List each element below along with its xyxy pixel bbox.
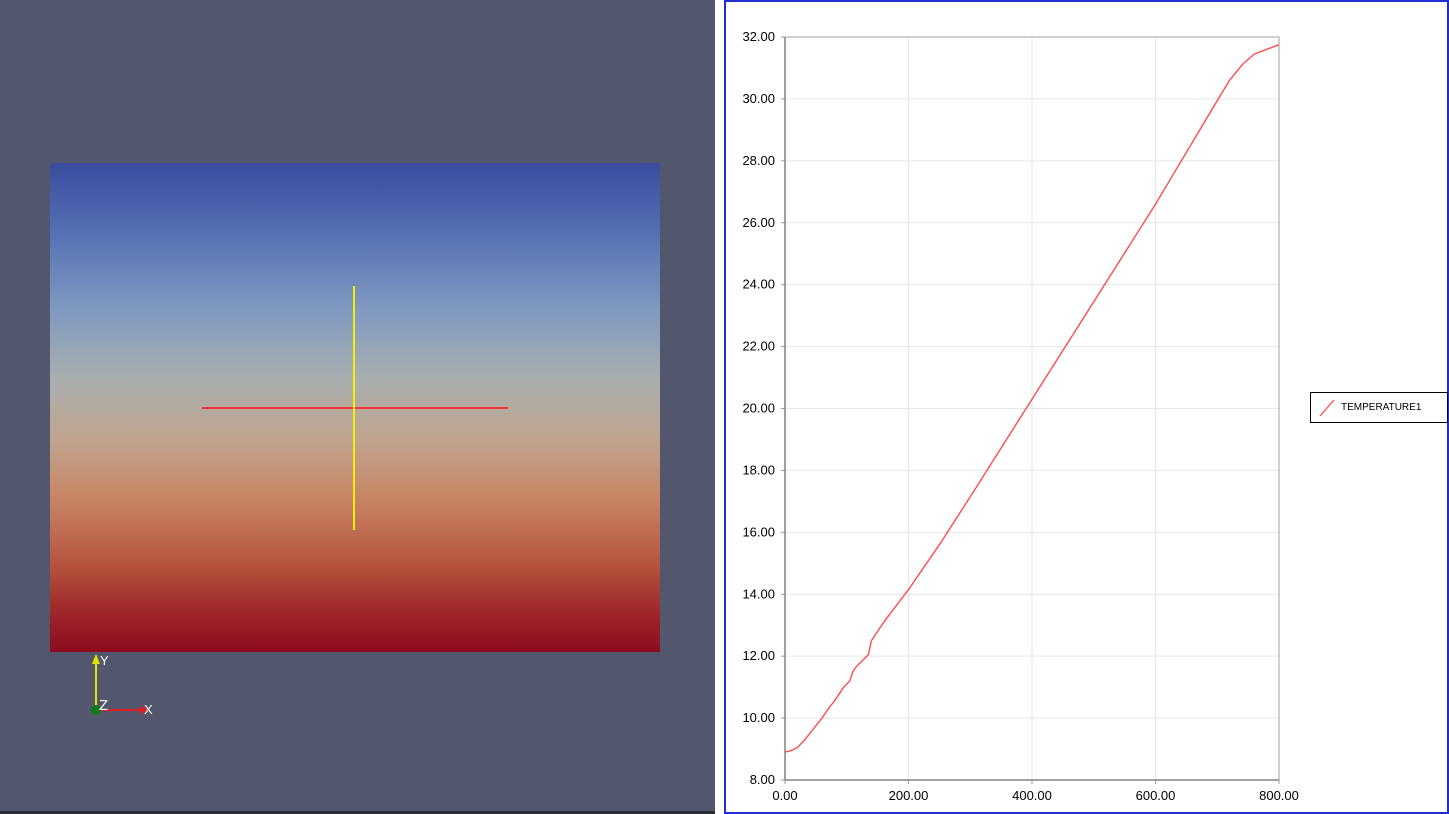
line-chart-view[interactable]: 8.00 10.00 12.00 14.00 16.00 18.00 20.00 22.00 2… — [724, 0, 1449, 814]
y-axis-ticks: 8.00 10.00 12.00 14.00 16.00 18.00 20.00 22.00 2… — [742, 29, 785, 787]
y-tick-label: 12.00 — [742, 648, 775, 663]
axis-label-x: X — [144, 702, 153, 717]
y-tick-label: 24.00 — [742, 277, 775, 292]
probe-line-vertical — [353, 286, 355, 530]
x-axis-ticks: 0.00 200.00 400.00 600.00 800.00 — [772, 780, 1299, 803]
render-view[interactable]: Y Z X — [0, 0, 715, 814]
axis-label-y: Y — [100, 653, 109, 668]
y-tick-label: 32.00 — [742, 29, 775, 44]
y-tick-label: 30.00 — [742, 91, 775, 106]
series-line-temperature1 — [784, 44, 1280, 753]
y-tick-label: 16.00 — [742, 524, 775, 539]
orientation-axes: Y Z X — [91, 653, 153, 717]
y-tick-label: 28.00 — [742, 153, 775, 168]
x-tick-label: 0.00 — [772, 788, 797, 803]
line-chart[interactable]: 8.00 10.00 12.00 14.00 16.00 18.00 20.00 22.00 2… — [726, 2, 1447, 812]
chart-legend[interactable]: TEMPERATURE1 — [1310, 392, 1448, 423]
x-tick-label: 800.00 — [1259, 788, 1299, 803]
y-tick-label: 20.00 — [742, 401, 775, 416]
y-tick-label: 8.00 — [750, 772, 775, 787]
chart-series — [784, 44, 1280, 753]
status-strip — [0, 811, 715, 814]
y-tick-label: 26.00 — [742, 215, 775, 230]
probe-line-horizontal[interactable] — [202, 407, 508, 409]
axis-label-z: Z — [99, 697, 108, 714]
y-tick-label: 10.00 — [742, 710, 775, 725]
x-tick-label: 200.00 — [889, 788, 929, 803]
x-tick-label: 400.00 — [1012, 788, 1052, 803]
view-splitter[interactable] — [715, 0, 724, 814]
y-tick-label: 18.00 — [742, 462, 775, 477]
legend-label-temperature1: TEMPERATURE1 — [1341, 402, 1422, 413]
y-tick-label: 22.00 — [742, 339, 775, 354]
chart-grid — [784, 36, 1280, 781]
legend-line-icon — [1319, 399, 1335, 417]
x-tick-label: 600.00 — [1136, 788, 1176, 803]
y-tick-label: 14.00 — [742, 586, 775, 601]
